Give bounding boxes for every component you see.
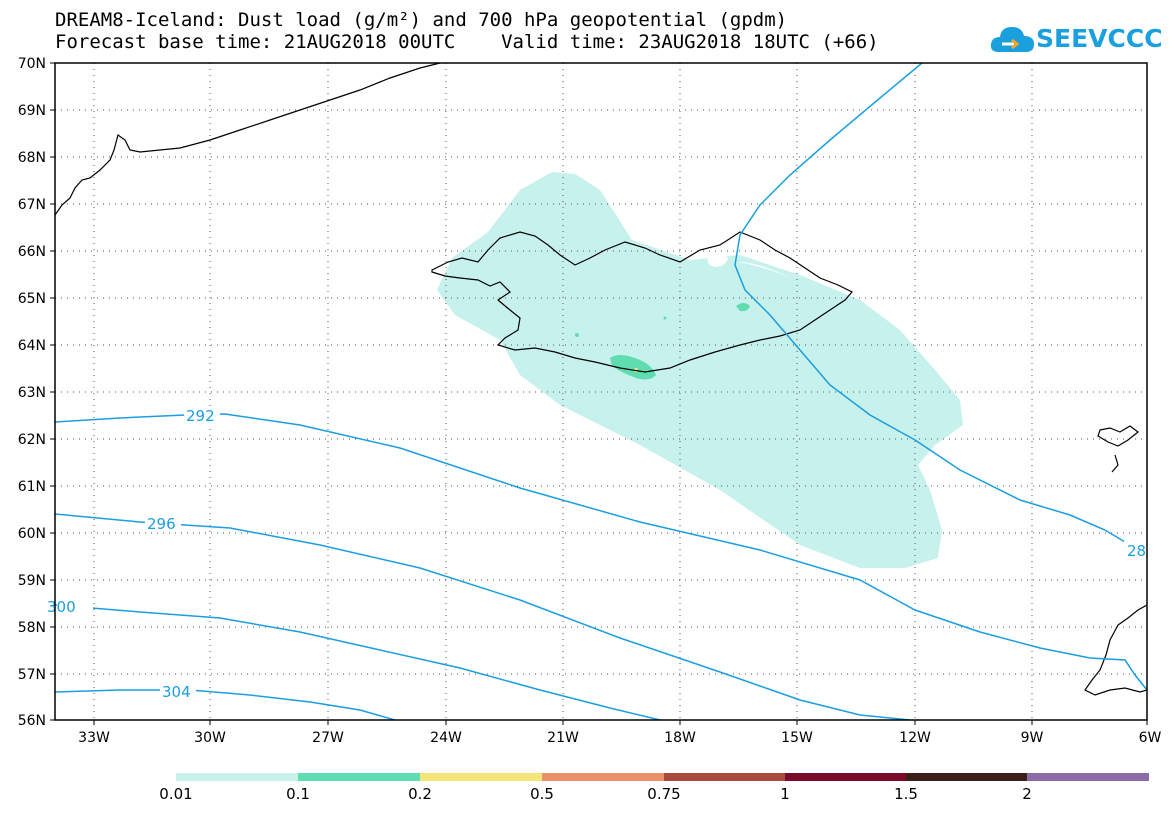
contour-label-304: 304 (162, 683, 191, 701)
lat-label: 62N (18, 432, 46, 448)
contour-292 (55, 413, 1147, 691)
greenland-coast (55, 63, 441, 216)
legend-label: 1 (780, 785, 790, 803)
tick-marks (50, 62, 1148, 725)
lat-label: 59N (18, 573, 46, 589)
dust-spot-2 (663, 316, 667, 320)
seevccc-logo: SEEVCCC (988, 18, 1163, 62)
lat-label: 57N (18, 667, 46, 683)
scotland-coast (1084, 604, 1147, 696)
contour-label-288: 28 (1127, 542, 1146, 560)
legend-labels: 0.01 0.1 0.2 0.5 0.75 1 1.5 2 (159, 785, 1031, 803)
longitude-labels: 33W 30W 27W 24W 21W 18W 15W 12W 9W 6W (78, 730, 1161, 746)
lat-label: 66N (18, 244, 46, 260)
legend-swatch (176, 773, 298, 781)
latitude-labels: 70N 69N 68N 67N 66N 65N 64N 63N 62N 61N … (18, 56, 46, 729)
legend-swatch (906, 773, 1027, 781)
lon-label: 33W (78, 730, 110, 746)
lat-label: 60N (18, 526, 46, 542)
legend-swatch (298, 773, 420, 781)
legend-swatch (664, 773, 785, 781)
contour-296 (55, 513, 911, 720)
contour-label-292: 292 (186, 407, 215, 425)
legend-label: 0.1 (286, 785, 310, 803)
lon-label: 12W (899, 730, 931, 746)
legend-swatch (420, 773, 542, 781)
legend-swatch (542, 773, 664, 781)
grid-lines (55, 63, 1147, 720)
contour-288 (734, 63, 1147, 556)
legend-swatch (1027, 773, 1149, 781)
lon-label: 24W (430, 730, 462, 746)
lat-label: 68N (18, 150, 46, 166)
dust-load-layer (437, 172, 963, 568)
lat-label: 56N (18, 713, 46, 729)
cloud-icon (990, 27, 1034, 52)
lon-label: 18W (664, 730, 696, 746)
iceland-coast (431, 231, 853, 373)
dust-area-mid-2 (736, 303, 750, 312)
lat-label: 61N (18, 479, 46, 495)
lon-label: 21W (547, 730, 579, 746)
dust-area-low (437, 172, 963, 568)
lat-label: 64N (18, 338, 46, 354)
lat-label: 70N (18, 56, 46, 72)
map-title: DREAM8-Iceland: Dust load (g/m²) and 700… (55, 9, 788, 31)
faroe-coast (1097, 425, 1139, 447)
map-subtitle: Forecast base time: 21AUG2018 00UTC Vali… (55, 31, 879, 53)
contour-label-296: 296 (147, 515, 176, 533)
legend-swatch (785, 773, 906, 781)
lon-label: 9W (1021, 730, 1044, 746)
legend-label: 0.75 (647, 785, 680, 803)
lat-label: 69N (18, 103, 46, 119)
lat-label: 58N (18, 620, 46, 636)
lon-label: 6W (1139, 730, 1162, 746)
lon-label: 27W (312, 730, 344, 746)
legend-colorbar (176, 773, 1149, 781)
lat-label: 67N (18, 197, 46, 213)
lat-label: 65N (18, 291, 46, 307)
coastlines (55, 63, 1147, 696)
legend-label: 1.5 (894, 785, 918, 803)
logo-text: SEEVCCC (1036, 24, 1163, 53)
contour-304 (55, 689, 396, 720)
lat-label: 63N (18, 385, 46, 401)
dust-spot (575, 333, 579, 337)
legend-label: 0.5 (530, 785, 554, 803)
contour-300 (55, 604, 661, 720)
legend-label: 0.01 (159, 785, 192, 803)
contour-labels: 292 296 300 304 28 (47, 406, 1148, 701)
legend-label: 0.2 (408, 785, 432, 803)
shetland-coast (1111, 454, 1119, 473)
lon-label: 30W (194, 730, 226, 746)
lon-label: 15W (781, 730, 813, 746)
contour-label-300: 300 (47, 598, 76, 616)
dust-hole (707, 254, 728, 267)
legend-label: 2 (1022, 785, 1032, 803)
dust-area-mid (610, 355, 656, 380)
